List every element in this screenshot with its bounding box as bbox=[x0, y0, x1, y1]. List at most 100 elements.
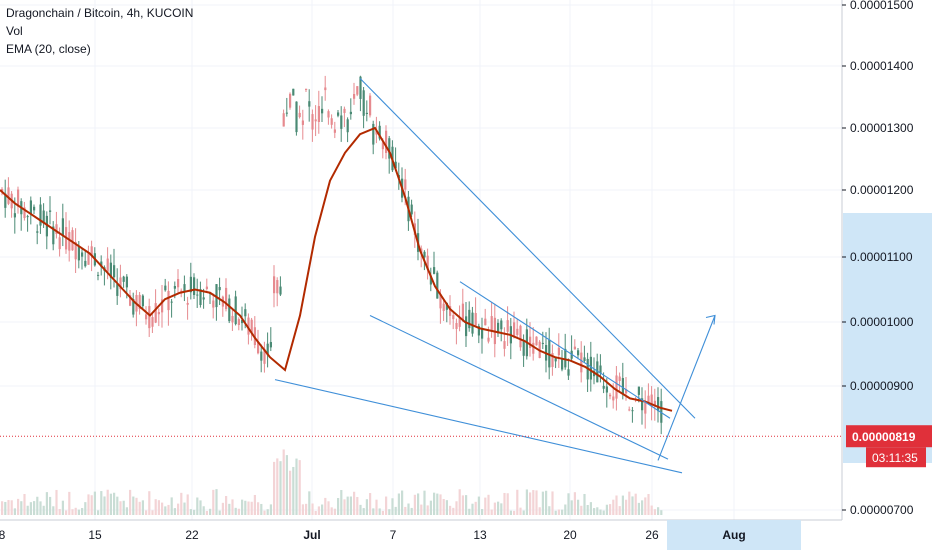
legend-volume: Vol bbox=[6, 24, 23, 38]
candle-body bbox=[90, 246, 93, 256]
volume-bar bbox=[481, 509, 484, 515]
volume-bar bbox=[4, 501, 7, 515]
volume-bar bbox=[209, 508, 212, 515]
candle-body bbox=[257, 342, 260, 354]
candle-body bbox=[481, 328, 484, 339]
volume-bar bbox=[452, 507, 455, 515]
candle-body bbox=[157, 312, 160, 315]
candle-body bbox=[77, 245, 80, 261]
volume-bar bbox=[353, 491, 356, 515]
volume-bar bbox=[570, 500, 573, 515]
candle-body bbox=[122, 276, 125, 282]
volume-bar bbox=[164, 506, 167, 515]
volume-bar bbox=[474, 501, 477, 515]
volume-bar bbox=[356, 496, 359, 515]
volume-bar bbox=[385, 496, 388, 515]
volume-bar bbox=[637, 502, 640, 515]
volume-bar bbox=[74, 507, 77, 515]
volume-bar bbox=[90, 495, 93, 515]
candle-body bbox=[42, 210, 45, 224]
volume-bar bbox=[522, 510, 525, 515]
candle-body bbox=[97, 274, 100, 276]
trendline-breakout-arrow bbox=[657, 315, 716, 461]
volume-bar bbox=[119, 501, 122, 515]
candle-body bbox=[455, 323, 458, 329]
time-tick-label: 20 bbox=[563, 528, 577, 542]
volume-bar bbox=[93, 491, 96, 515]
volume-bar bbox=[516, 489, 519, 515]
candle-body bbox=[458, 317, 461, 327]
volume-bar bbox=[58, 509, 61, 515]
time-tick-label: Jul bbox=[303, 528, 320, 542]
volume-bar bbox=[532, 490, 535, 515]
candle-body bbox=[266, 343, 269, 356]
volume-bar bbox=[365, 499, 368, 515]
candle-body bbox=[301, 120, 304, 125]
candle-body bbox=[71, 230, 74, 251]
volume-bar bbox=[167, 504, 170, 515]
volume-bar bbox=[308, 491, 311, 515]
candle-body bbox=[145, 314, 148, 320]
time-tick-label: 26 bbox=[645, 528, 659, 542]
price-tick-label: 0.00001500 bbox=[850, 0, 914, 12]
volume-bar bbox=[580, 505, 583, 515]
candle-body bbox=[180, 290, 183, 292]
volume-bar bbox=[599, 509, 602, 515]
volume-bar bbox=[573, 492, 576, 515]
candle-body bbox=[445, 303, 448, 310]
volume-bar bbox=[215, 489, 218, 515]
volume-bar bbox=[564, 504, 567, 515]
volume-bar bbox=[471, 503, 474, 515]
candle-body bbox=[52, 226, 55, 245]
candle-body bbox=[49, 210, 52, 212]
candle-body bbox=[244, 309, 247, 317]
candle-body bbox=[247, 317, 250, 335]
price-tick-label: 0.00000700 bbox=[850, 503, 914, 517]
time-tick-label: 8 bbox=[0, 528, 6, 542]
arrow-head bbox=[705, 314, 716, 325]
candle-body bbox=[87, 252, 90, 265]
price-tick-label: 0.00001100 bbox=[850, 250, 913, 264]
candle-body bbox=[653, 400, 656, 407]
volume-bar bbox=[583, 493, 586, 515]
volume-bar bbox=[84, 502, 87, 515]
volume-bar bbox=[657, 507, 660, 515]
volume-bar bbox=[301, 504, 304, 515]
candle-body bbox=[1, 188, 4, 192]
volume-bar bbox=[650, 505, 653, 515]
time-axis-highlight bbox=[667, 520, 801, 550]
volume-bar bbox=[289, 470, 292, 515]
candle-body bbox=[657, 397, 660, 412]
volume-bar bbox=[394, 506, 397, 515]
volume-bar bbox=[282, 449, 285, 515]
volume-bar bbox=[519, 507, 522, 515]
volume-bar bbox=[362, 508, 365, 515]
candle-body bbox=[641, 398, 644, 411]
candle-body bbox=[426, 255, 429, 270]
volume-bar bbox=[20, 501, 23, 515]
volume-bar bbox=[660, 510, 663, 515]
candle-body bbox=[375, 130, 378, 135]
candle-body bbox=[394, 161, 397, 169]
chart-legend: Dragonchain / Bitcoin, 4h, KUCOIN Vol EM… bbox=[6, 4, 193, 58]
volume-bar bbox=[125, 507, 128, 515]
candle-body bbox=[321, 108, 324, 114]
candle-body bbox=[189, 276, 192, 293]
candle-body bbox=[141, 295, 144, 307]
candle-body bbox=[490, 316, 493, 331]
candle-body bbox=[129, 295, 132, 306]
volume-bar bbox=[68, 491, 71, 515]
candle-body bbox=[276, 280, 279, 294]
candle-body bbox=[343, 108, 346, 113]
candle-body bbox=[241, 319, 244, 324]
candle-body bbox=[285, 112, 288, 114]
last-price-tag bbox=[846, 425, 932, 448]
volume-bar bbox=[449, 505, 452, 515]
volume-bar bbox=[397, 493, 400, 515]
volume-bar bbox=[170, 497, 173, 515]
volume-bar bbox=[317, 506, 320, 515]
volume-bar bbox=[173, 508, 176, 515]
volume-bar bbox=[292, 466, 295, 515]
volume-bar bbox=[612, 499, 615, 515]
